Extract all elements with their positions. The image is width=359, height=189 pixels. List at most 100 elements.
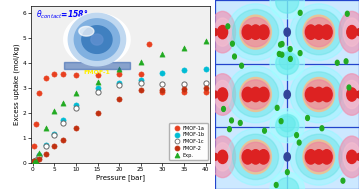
Circle shape — [255, 89, 263, 100]
Point — [95, 90, 101, 93]
Point — [51, 73, 57, 76]
Circle shape — [240, 63, 243, 68]
Point — [95, 80, 101, 83]
Point — [33, 159, 38, 162]
Ellipse shape — [214, 143, 231, 171]
Circle shape — [238, 120, 242, 125]
Ellipse shape — [339, 136, 359, 178]
Point — [159, 89, 165, 92]
Point — [51, 132, 57, 135]
Ellipse shape — [214, 80, 231, 109]
Point — [33, 122, 38, 125]
Point — [51, 110, 57, 113]
Ellipse shape — [290, 66, 348, 123]
Point — [43, 126, 48, 129]
Ellipse shape — [296, 9, 342, 55]
Ellipse shape — [240, 15, 271, 49]
Point — [203, 68, 209, 71]
Circle shape — [230, 118, 233, 123]
Ellipse shape — [227, 129, 284, 185]
Circle shape — [356, 153, 359, 160]
Point — [73, 106, 79, 109]
Circle shape — [263, 128, 266, 133]
Text: $\theta_{contact}$=158°: $\theta_{contact}$=158° — [36, 9, 88, 21]
Circle shape — [341, 178, 345, 183]
Ellipse shape — [214, 18, 231, 46]
Circle shape — [289, 57, 292, 61]
Point — [181, 90, 187, 93]
Circle shape — [279, 42, 283, 47]
Point — [181, 46, 187, 50]
Circle shape — [226, 24, 230, 29]
Circle shape — [275, 105, 279, 110]
Point — [159, 83, 165, 86]
Ellipse shape — [343, 80, 359, 109]
Ellipse shape — [276, 52, 299, 75]
Ellipse shape — [276, 0, 299, 13]
Circle shape — [285, 170, 289, 175]
Point — [181, 83, 187, 86]
Circle shape — [306, 115, 309, 120]
Ellipse shape — [279, 116, 295, 132]
Ellipse shape — [241, 80, 270, 109]
Circle shape — [242, 87, 253, 102]
Point — [95, 74, 101, 77]
Point — [33, 159, 38, 162]
Circle shape — [345, 11, 349, 16]
Circle shape — [347, 150, 357, 163]
Point — [36, 151, 42, 154]
Point — [31, 160, 37, 163]
Circle shape — [321, 87, 332, 102]
Circle shape — [288, 47, 292, 52]
Circle shape — [347, 26, 357, 39]
Ellipse shape — [276, 114, 299, 137]
Ellipse shape — [276, 178, 299, 189]
Circle shape — [335, 60, 339, 65]
Point — [116, 84, 122, 87]
Circle shape — [222, 107, 225, 112]
Point — [36, 153, 42, 156]
Point — [146, 43, 152, 46]
Ellipse shape — [290, 4, 348, 60]
Circle shape — [250, 25, 261, 39]
Point — [203, 90, 209, 93]
Ellipse shape — [227, 66, 284, 123]
Legend: FMOF-1a, FMOF-1b, FMOF-1c, FMOF-2, Exp.: FMOF-1a, FMOF-1b, FMOF-1c, FMOF-2, Exp. — [169, 123, 208, 160]
Ellipse shape — [275, 50, 299, 73]
Point — [31, 160, 37, 163]
Circle shape — [230, 41, 234, 46]
Point — [138, 60, 144, 63]
Ellipse shape — [270, 0, 304, 19]
Point — [36, 157, 42, 160]
Circle shape — [298, 51, 302, 56]
Circle shape — [298, 10, 302, 15]
Point — [73, 126, 79, 129]
Ellipse shape — [304, 80, 333, 109]
Point — [159, 53, 165, 56]
Ellipse shape — [304, 142, 333, 172]
Ellipse shape — [270, 109, 304, 143]
Circle shape — [295, 133, 298, 138]
Point — [203, 86, 209, 89]
Circle shape — [313, 150, 324, 164]
Point — [203, 39, 209, 42]
Point — [60, 121, 66, 124]
Ellipse shape — [227, 4, 284, 60]
Circle shape — [311, 89, 319, 100]
Ellipse shape — [233, 9, 279, 55]
Point — [181, 88, 187, 91]
Ellipse shape — [241, 142, 270, 172]
Circle shape — [347, 85, 351, 90]
Point — [36, 155, 42, 158]
Circle shape — [311, 27, 319, 37]
Circle shape — [242, 25, 253, 39]
Point — [60, 101, 66, 104]
Point — [43, 152, 48, 155]
Circle shape — [306, 150, 316, 164]
Ellipse shape — [343, 143, 359, 171]
Point — [33, 159, 38, 162]
Ellipse shape — [296, 72, 342, 117]
Circle shape — [242, 150, 253, 164]
Circle shape — [255, 152, 263, 162]
Ellipse shape — [303, 140, 335, 174]
